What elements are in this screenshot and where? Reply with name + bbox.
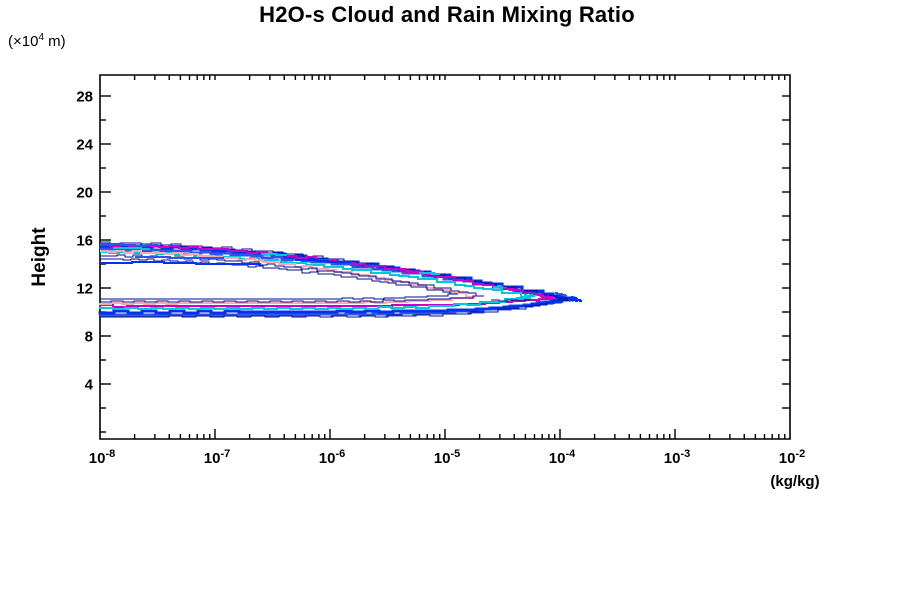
y-unit-suffix: m) <box>44 33 66 50</box>
x-tick-label: 10-7 <box>204 448 230 467</box>
y-tick-label: 8 <box>85 329 93 346</box>
x-axis-unit-label: (kg/kg) <box>770 473 820 490</box>
x-tick-label: 10-4 <box>549 448 576 467</box>
y-tick-label: 4 <box>85 377 94 394</box>
x-tick-label: 10-2 <box>779 448 805 467</box>
contour-fragment <box>524 294 535 297</box>
contour-fragment <box>350 264 379 268</box>
contour-fragment <box>135 256 224 259</box>
contour-fragment <box>261 253 287 256</box>
contour-fragment <box>555 291 567 298</box>
x-tick-label: 10-6 <box>319 448 345 467</box>
contour-fragment <box>399 269 424 272</box>
x-tick-label: 10-3 <box>664 448 690 467</box>
y-axis-unit-label: (×104 m) <box>8 32 66 50</box>
contour-fragment <box>100 243 158 247</box>
y-tick-label: 12 <box>76 281 93 298</box>
contour-fragment <box>571 296 578 300</box>
contour-navy-outer <box>99 254 484 303</box>
contour-fragment <box>574 299 582 302</box>
contour-fragment <box>491 299 530 302</box>
y-unit-prefix: (×10 <box>8 33 39 50</box>
y-unit-exponent: 4 <box>38 32 45 43</box>
contour-fragment <box>549 299 564 305</box>
y-tick-label: 20 <box>76 185 93 202</box>
contour-magenta <box>99 243 553 308</box>
contour-dark-navy-top <box>100 241 568 318</box>
plot-frame <box>99 74 791 440</box>
contour-fragment <box>419 272 440 275</box>
contour-fragment <box>503 287 518 291</box>
chart-title: H2O-s Cloud and Rain Mixing Ratio <box>259 2 635 27</box>
contour-plot: 28 24 20 16 12 8 4 10-8 10-7 10-6 10-5 10-4 10-3 10-2 <box>76 74 805 467</box>
contour-fragment <box>520 290 534 294</box>
contour-fragment <box>113 247 149 250</box>
contour-navy-inner <box>100 258 458 300</box>
contour-fragment <box>537 294 552 298</box>
x-tick-label: 10-5 <box>434 448 460 467</box>
y-tick-label: 28 <box>76 89 93 106</box>
contour-fragment <box>100 261 261 265</box>
y-tick-label: 24 <box>76 137 93 154</box>
contour-bright-blue <box>98 244 576 315</box>
x-tick-label: 10-8 <box>89 448 115 467</box>
y-tick-label: 16 <box>76 233 93 250</box>
contour-fragment <box>295 259 351 263</box>
contour-cyan <box>99 251 531 310</box>
